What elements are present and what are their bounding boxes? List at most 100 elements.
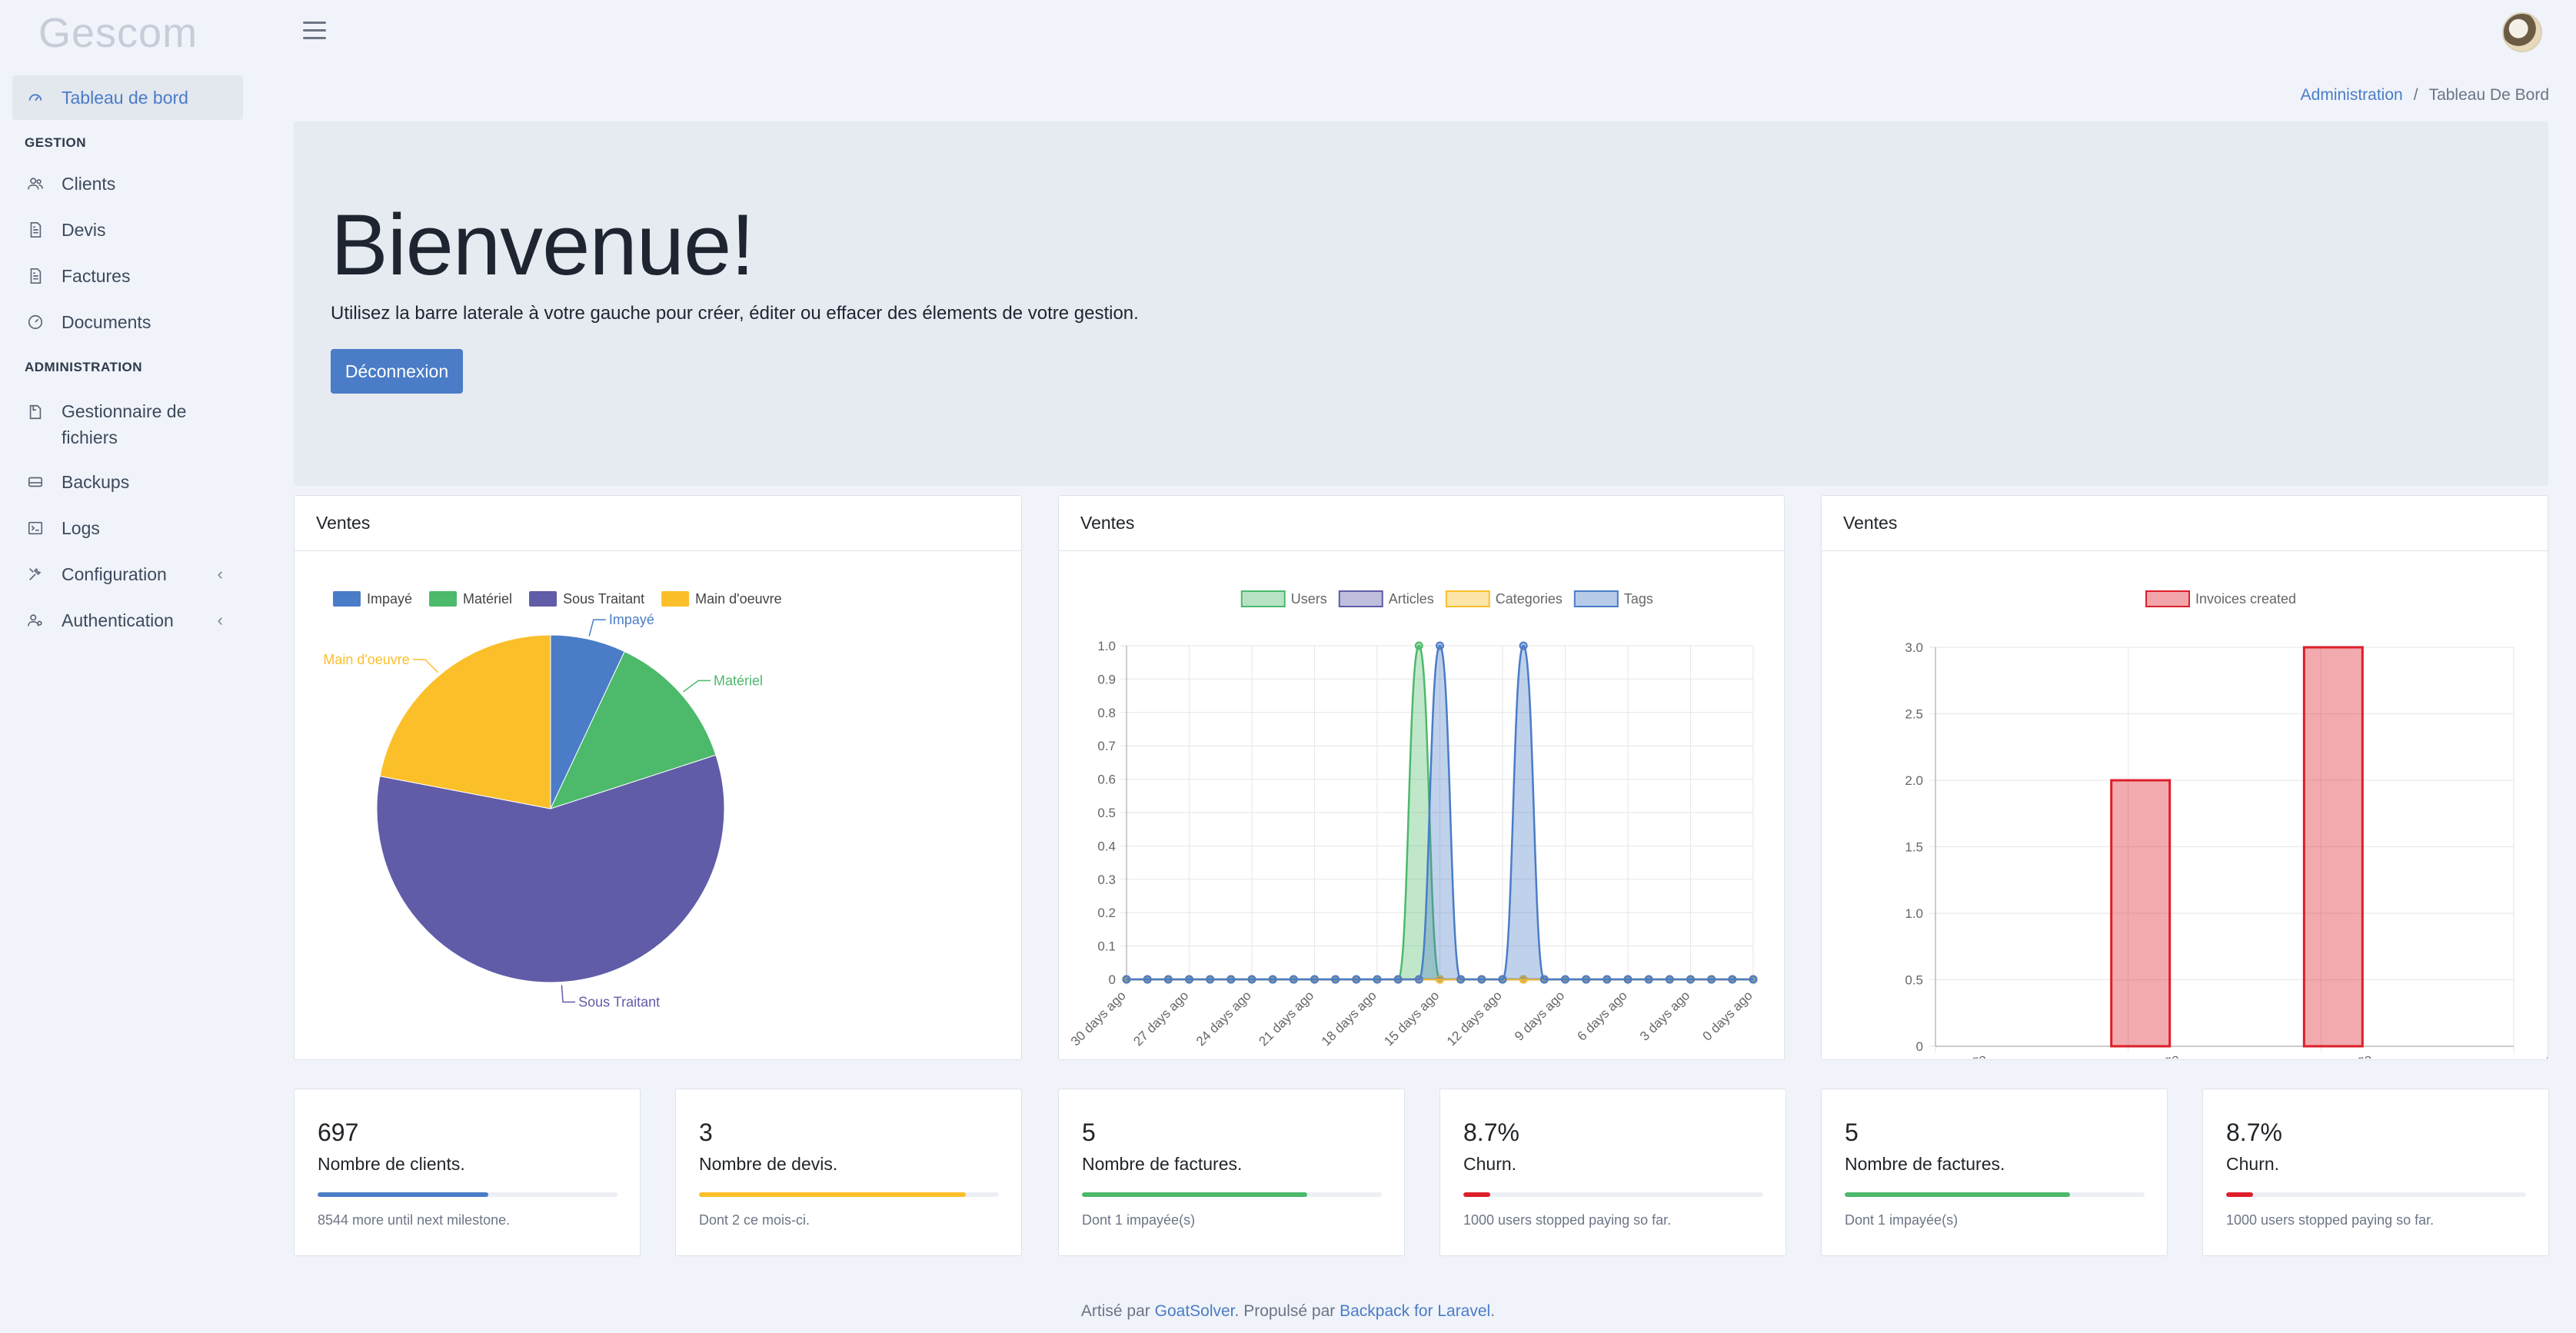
sidebar-item-label: Configuration: [62, 563, 167, 584]
breadcrumb-separator: /: [2413, 86, 2418, 104]
footer: Artisé par GoatSolver. Propulsé par Back…: [0, 1302, 2576, 1321]
pie-label: Matériel: [714, 673, 763, 688]
series-point: [1749, 975, 1758, 984]
card-title: Ventes: [1822, 496, 2548, 551]
sidebar-item-documents[interactable]: Documents: [12, 300, 243, 344]
x-tick-label: 21 days ago: [1256, 988, 1316, 1049]
stat-value: 5: [1082, 1119, 1096, 1146]
progress-fill: [2226, 1192, 2254, 1197]
avatar[interactable]: [2502, 12, 2542, 52]
series-point: [1185, 975, 1193, 984]
progress-bar: [1845, 1192, 2145, 1197]
sidebar-section-administration: ADMINISTRATION: [25, 360, 143, 374]
logo-text: Gescom: [38, 10, 198, 56]
series-point: [1414, 975, 1423, 984]
chevron-left-icon: ‹: [217, 610, 223, 630]
footer-author-link[interactable]: GoatSolver: [1154, 1302, 1235, 1320]
progress-fill: [1082, 1192, 1307, 1197]
progress-bar: [1463, 1192, 1763, 1197]
sidebar-item-factures[interactable]: Factures: [12, 254, 243, 298]
stat-note: Dont 1 impayée(s): [1082, 1212, 1196, 1228]
stat-card-factures: 5 Nombre de factures. Dont 1 impayée(s): [1058, 1089, 1405, 1256]
y-tick-label: 1.5: [1905, 840, 1923, 855]
series-point: [1728, 975, 1737, 984]
sidebar-item-backups[interactable]: Backups: [12, 460, 243, 504]
welcome-jumbotron: Bienvenue! Utilisez la barre laterale à …: [294, 121, 2548, 486]
legend-swatch: [333, 591, 361, 607]
legend-label: Sous Traitant: [563, 591, 644, 607]
sidebar-item-logs[interactable]: Logs: [12, 506, 243, 550]
y-tick-label: 2.0: [1905, 773, 1923, 788]
pie-slice: [379, 634, 551, 809]
legend-label: Articles: [1389, 591, 1434, 607]
pie-slice: [550, 650, 717, 809]
sidebar-section-gestion: GESTION: [25, 135, 87, 150]
stat-value: 5: [1845, 1119, 1859, 1146]
sidebar-item-label: Clients: [62, 173, 116, 194]
line-chart-card: Ventes Users Articles Categories Tags 0 0.1 0.…: [1058, 495, 1785, 1060]
sidebar-item-authentication[interactable]: Authentication ‹: [12, 598, 243, 643]
card-title: Ventes: [1059, 496, 1784, 551]
sidebar-item-devis[interactable]: Devis: [12, 208, 243, 252]
progress-fill: [1845, 1192, 2070, 1197]
terminal-icon: [26, 519, 45, 537]
hamburger-line: [303, 29, 326, 32]
sidebar-item-clients[interactable]: Clients: [12, 161, 243, 206]
users-gear-icon: [26, 611, 45, 630]
y-tick-label: 0.8: [1097, 706, 1116, 720]
series-point: [1686, 975, 1695, 984]
y-tick-label: 0.7: [1097, 739, 1116, 753]
sidebar-item-label: Backups: [62, 471, 130, 492]
series-point: [1331, 975, 1340, 984]
file-manager-icon: [26, 403, 45, 421]
x-tick-label: 4 months ago: [2099, 1051, 2180, 1059]
series-point: [1707, 975, 1716, 984]
series-point: [1373, 975, 1382, 984]
y-tick-label: 0.1: [1097, 939, 1116, 954]
breadcrumb-current: Tableau De Bord: [2428, 86, 2549, 104]
stat-note: Dont 2 ce mois-ci.: [699, 1212, 810, 1228]
x-tick-label: 0 days ago: [1700, 988, 1756, 1043]
stat-card-churn: 8.7% Churn. 1000 users stopped paying so…: [1439, 1089, 1786, 1256]
tools-icon: [26, 565, 45, 583]
stat-label: Nombre de clients.: [318, 1154, 465, 1174]
sidebar-item-configuration[interactable]: Configuration ‹: [12, 552, 243, 597]
y-tick-label: 0: [1109, 972, 1116, 987]
breadcrumb: Administration / Tableau De Bord: [2301, 86, 2549, 105]
progress-fill: [318, 1192, 489, 1197]
sidebar-toggle-button[interactable]: [303, 22, 326, 42]
series-point: [1310, 975, 1319, 984]
sidebar-item-label: Logs: [62, 517, 100, 538]
breadcrumb-link-administration[interactable]: Administration: [2300, 86, 2403, 104]
stat-value: 8.7%: [1463, 1119, 1519, 1146]
legend-swatch: [1573, 590, 1619, 607]
chevron-left-icon: ‹: [217, 564, 223, 583]
footer-prefix: Artisé par: [1080, 1302, 1155, 1320]
stat-card-factures-2: 5 Nombre de factures. Dont 1 impayée(s): [1821, 1089, 2168, 1256]
series-point: [1436, 641, 1444, 650]
x-tick-label: 12 days ago: [1444, 988, 1505, 1049]
stat-note: 1000 users stopped paying so far.: [1463, 1212, 1672, 1228]
series-point: [1561, 975, 1569, 984]
series-point: [1436, 975, 1444, 984]
footer-framework-link[interactable]: Backpack for Laravel: [1340, 1302, 1491, 1320]
legend-swatch: [661, 591, 690, 607]
logout-button[interactable]: Déconnexion: [331, 349, 463, 394]
stat-label: Churn.: [2226, 1154, 2280, 1174]
series-point: [1582, 975, 1591, 984]
y-tick-label: 2.5: [1905, 707, 1923, 722]
legend-label: Categories: [1496, 591, 1563, 607]
stat-label: Churn.: [1463, 1154, 1517, 1174]
x-tick-label: 18 days ago: [1319, 988, 1380, 1049]
app-logo[interactable]: Gescom: [38, 6, 198, 60]
sidebar-item-dashboard[interactable]: Tableau de bord: [12, 75, 243, 120]
sidebar-item-file-manager[interactable]: Gestionnaire de fichiers: [12, 387, 243, 449]
legend-swatch: [1240, 590, 1286, 607]
legend-label: Impayé: [367, 591, 412, 607]
y-tick-label: 0.2: [1097, 906, 1116, 920]
progress-bar: [1082, 1192, 1382, 1197]
footer-middle: . Propulsé par: [1234, 1302, 1340, 1320]
x-tick-label: 15 days ago: [1381, 988, 1442, 1049]
legend-swatch: [529, 591, 557, 607]
series-point: [1143, 975, 1152, 984]
